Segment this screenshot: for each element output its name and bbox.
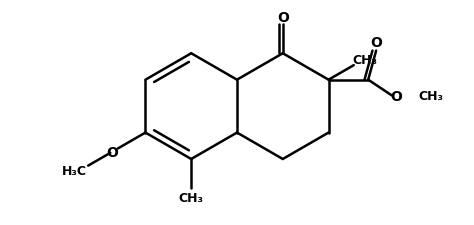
- Text: O: O: [390, 89, 402, 103]
- Text: CH₃: CH₃: [418, 90, 443, 103]
- Text: O: O: [277, 11, 289, 25]
- Text: O: O: [370, 36, 382, 50]
- Text: CH₃: CH₃: [179, 191, 204, 204]
- Text: O: O: [106, 145, 118, 159]
- Text: H₃C: H₃C: [62, 164, 86, 177]
- Text: CH₃: CH₃: [353, 54, 377, 67]
